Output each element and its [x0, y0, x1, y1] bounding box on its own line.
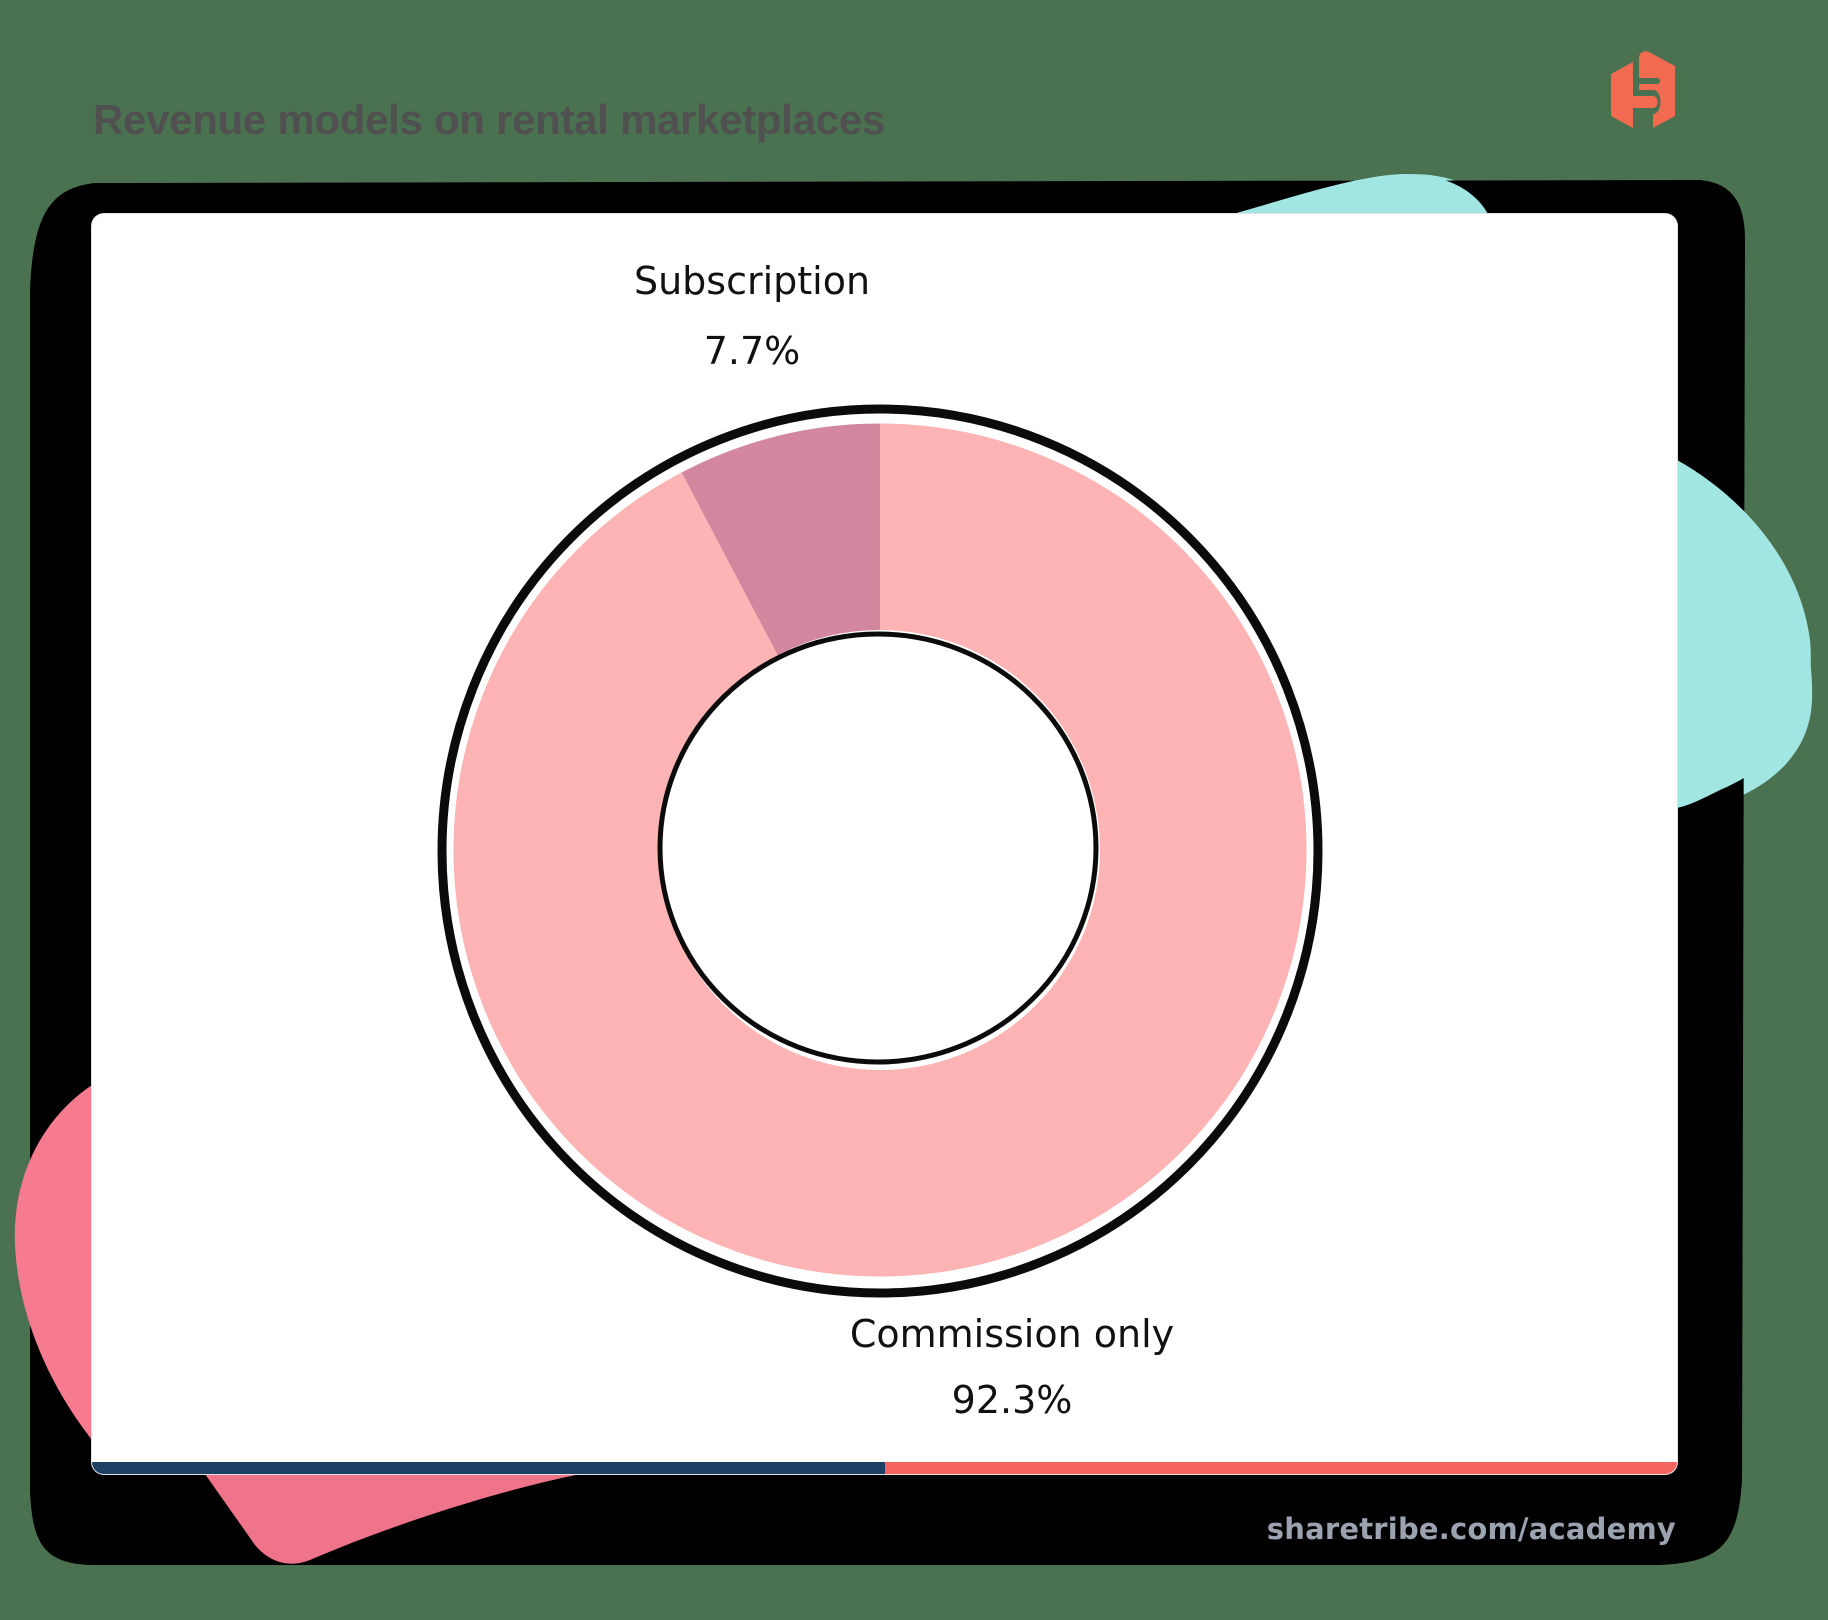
chart-card: Subscription 7.7% Commission only 92.3% — [92, 214, 1677, 1474]
donut-white-edge — [450, 420, 1310, 1280]
sharetribe-logo-icon — [1611, 51, 1675, 128]
teal-blob-right — [1677, 460, 1811, 808]
label-subscription-value: 7.7% — [703, 329, 801, 373]
card-stripe-coral — [885, 1462, 1677, 1474]
chart-title: Revenue models on rental marketplaces — [93, 96, 885, 143]
source-credit: sharetribe.com/academy — [1266, 1512, 1676, 1546]
pink-blob-bottom — [205, 1474, 580, 1564]
donut-slices — [450, 420, 1310, 1280]
label-commission-value: 92.3% — [951, 1378, 1073, 1422]
card-stripe-navy — [92, 1462, 885, 1474]
label-subscription-name: Subscription — [633, 259, 871, 303]
pink-blob-left — [14, 1085, 92, 1440]
donut-slice-subscription — [680, 422, 880, 656]
donut-chart — [437, 404, 1323, 1298]
donut-inner-outline — [657, 631, 1099, 1065]
label-commission-name: Commission only — [849, 1312, 1175, 1356]
teal-blob-top — [1233, 174, 1488, 214]
donut-outer-outline — [437, 404, 1323, 1298]
donut-slice-commission-only — [452, 422, 1308, 1278]
